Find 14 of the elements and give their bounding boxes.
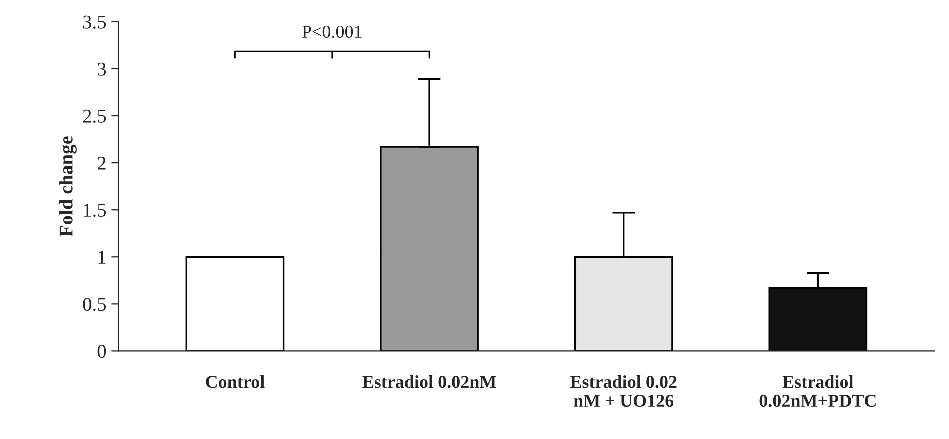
y-axis-title: Fold change bbox=[59, 136, 77, 237]
y-tick-label: 1.5 bbox=[84, 204, 106, 218]
x-tick-label: Estradiol 0.02nM+PDTC bbox=[760, 376, 876, 408]
x-tick-label: Estradiol 0.02 nM + UO126 bbox=[570, 376, 677, 408]
x-tick-label: Estradiol 0.02nM bbox=[362, 376, 496, 388]
y-tick-label: 3 bbox=[98, 62, 106, 76]
annotation: P<0.001 bbox=[302, 26, 362, 38]
y-tick-label: 2.5 bbox=[83, 110, 106, 124]
y-tick-label: 0.5 bbox=[83, 298, 106, 312]
y-tick-label: 1 bbox=[98, 251, 106, 264]
y-tick-label: 3.5 bbox=[83, 16, 106, 29]
x-tick-label: Control bbox=[206, 376, 265, 388]
y-tick-label: 0 bbox=[98, 345, 106, 358]
y-tick-label: 2 bbox=[98, 156, 106, 170]
